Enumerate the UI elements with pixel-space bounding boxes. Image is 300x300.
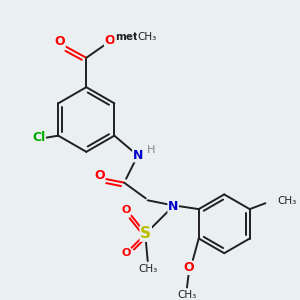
Text: Cl: Cl xyxy=(32,131,45,144)
Text: CH₃: CH₃ xyxy=(277,196,296,206)
Text: O: O xyxy=(122,205,131,215)
Text: CH₃: CH₃ xyxy=(137,32,157,42)
Text: O: O xyxy=(184,261,194,274)
Text: methyl: methyl xyxy=(115,32,156,42)
Text: CH₃: CH₃ xyxy=(177,290,196,300)
Text: O: O xyxy=(55,34,65,48)
Text: O: O xyxy=(94,169,105,182)
Text: S: S xyxy=(140,226,151,241)
Text: CH₃: CH₃ xyxy=(138,264,157,274)
Text: N: N xyxy=(168,200,178,213)
Text: O: O xyxy=(104,34,115,47)
Text: N: N xyxy=(133,149,143,162)
Text: H: H xyxy=(147,146,155,155)
Text: O: O xyxy=(122,248,131,258)
